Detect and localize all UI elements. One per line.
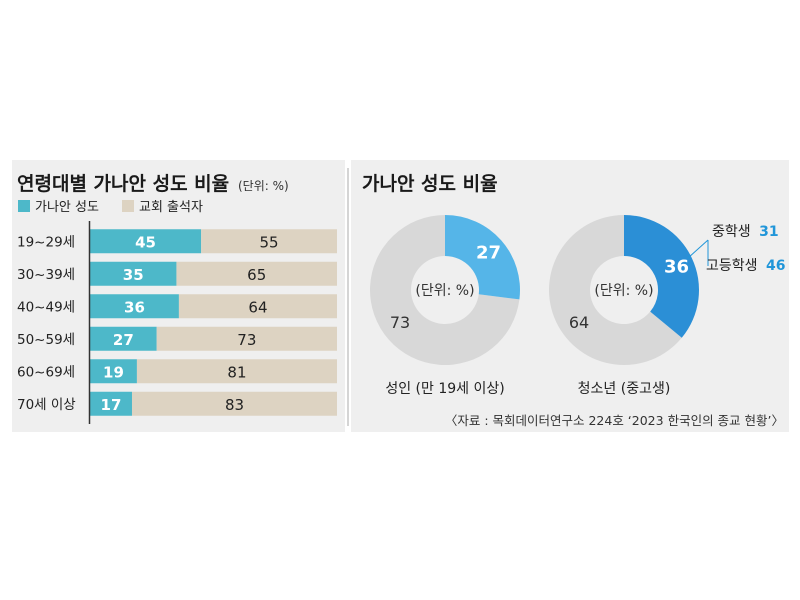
- data-label-church: 81: [227, 363, 246, 381]
- category-label: 70세 이상: [17, 397, 76, 413]
- bar-segment-church: [156, 326, 337, 351]
- bar-segment-gana-an: [90, 229, 202, 254]
- donut-label-youth: 청소년 (중고생): [578, 381, 671, 397]
- donut-value-highlight: 36: [664, 256, 689, 277]
- callout-high-school: 고등학생 46: [706, 258, 785, 274]
- donut-slice-highlight-youth: [624, 215, 699, 338]
- data-label-church: 73: [237, 331, 256, 349]
- bar-segment-gana-an: [90, 261, 177, 286]
- bar-segment-church: [178, 294, 337, 319]
- bar-segment-church: [176, 261, 337, 286]
- bar-segment-gana-an: [90, 359, 137, 384]
- donut-slice-highlight-adult: [445, 215, 521, 300]
- donut-value-rest: 73: [390, 313, 410, 332]
- bar-segment-gana-an: [90, 294, 179, 319]
- donut-charts: 27 73 (단위: %) 성인 (만 19세 이상) 36 64 (단위: %) 청소년 (…: [370, 215, 699, 397]
- bar-segment-church: [131, 391, 337, 416]
- data-label-church: 64: [248, 298, 267, 316]
- right-chart-title: 가나안 성도 비율: [362, 173, 498, 195]
- youth-callouts: 중학생 31 고등학생 46: [687, 224, 785, 274]
- legend-swatch-gana-an: [18, 200, 30, 212]
- callout-high-school-value: 46: [766, 258, 785, 274]
- legend-label-gana-an: 가나안 성도: [35, 200, 99, 215]
- legend-swatch-church: [122, 200, 134, 212]
- callout-high-school-label: 고등학생: [706, 258, 758, 274]
- category-label: 50~59세: [17, 332, 75, 348]
- data-label-church: 55: [260, 233, 279, 251]
- donut-value-rest: 64: [569, 313, 589, 332]
- data-label-gana-an: 17: [101, 396, 122, 414]
- bar-segment-church: [136, 359, 337, 384]
- bar-segment-gana-an: [90, 326, 157, 351]
- data-label-gana-an: 35: [123, 266, 144, 284]
- left-chart-unit: (단위: %): [238, 179, 289, 193]
- callout-leader-line: [687, 239, 709, 259]
- data-label-gana-an: 19: [103, 363, 124, 381]
- donut-unit: (단위: %): [594, 283, 653, 299]
- stacked-bar-chart: 19~29세 45 55 30~39세 35 65 40~49세 36 64 50~59세 27 73…: [17, 221, 337, 424]
- left-chart-title: 연령대별 가나안 성도 비율: [17, 173, 229, 195]
- callout-middle-school-value: 31: [759, 224, 778, 240]
- source-note: 〈자료 : 목회데이터연구소 224호 ‘2023 한국인의 종교 현황’〉: [445, 413, 784, 428]
- donut-label-adult: 성인 (만 19세 이상): [385, 381, 504, 397]
- donut-slice-rest-youth: [549, 215, 682, 365]
- data-label-gana-an: 45: [135, 233, 156, 251]
- callout-middle-school-label: 중학생: [712, 224, 751, 240]
- category-label: 19~29세: [17, 234, 75, 250]
- legend-label-church: 교회 출석자: [139, 200, 203, 215]
- donut-value-highlight: 27: [476, 243, 501, 264]
- data-label-church: 83: [225, 396, 244, 414]
- data-label-gana-an: 36: [124, 298, 145, 316]
- left-legend: 가나안 성도 교회 출석자: [18, 200, 203, 215]
- category-label: 30~39세: [17, 267, 75, 283]
- data-label-gana-an: 27: [113, 331, 134, 349]
- category-label: 60~69세: [17, 364, 75, 380]
- bar-segment-gana-an: [90, 391, 132, 416]
- donut-unit: (단위: %): [415, 283, 474, 299]
- category-label: 40~49세: [17, 299, 75, 315]
- data-label-church: 65: [247, 266, 266, 284]
- bar-segment-church: [201, 229, 337, 254]
- donut-slice-rest-adult: [370, 215, 520, 365]
- callout-middle-school: 중학생 31: [712, 224, 779, 240]
